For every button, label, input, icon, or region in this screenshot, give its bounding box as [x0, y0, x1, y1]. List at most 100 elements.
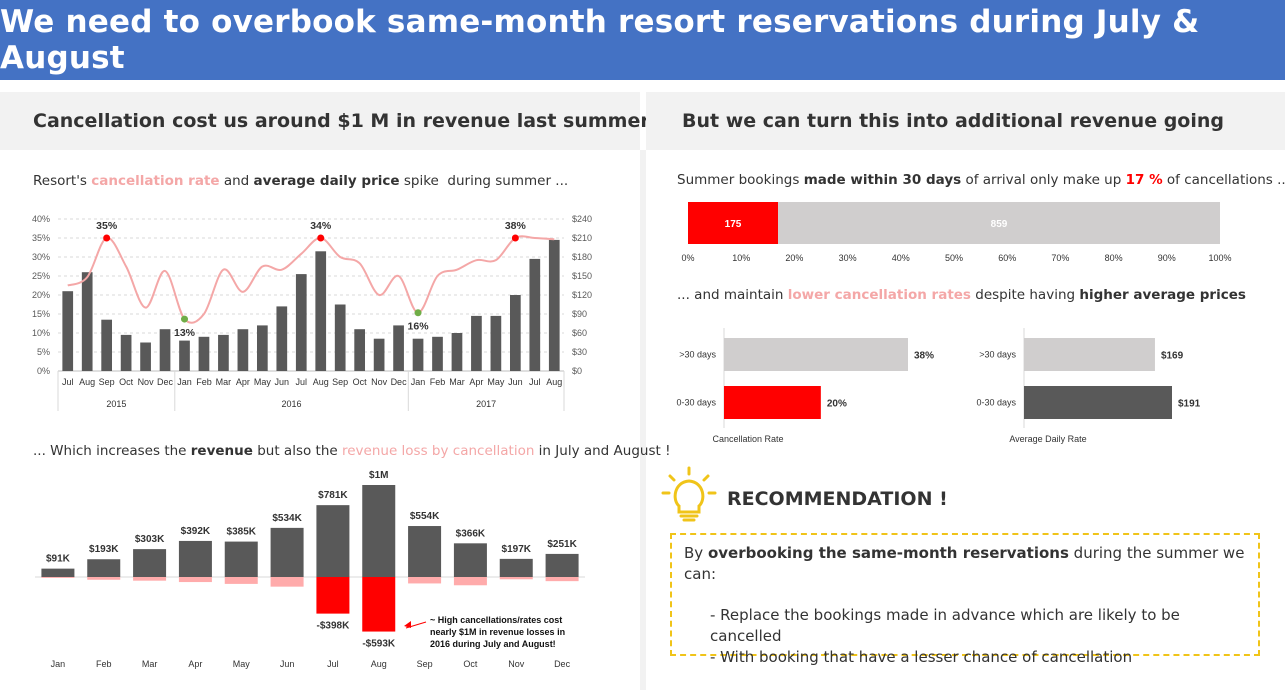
- loss-bar: [408, 577, 442, 584]
- x-tick-label: 30%: [839, 253, 857, 263]
- cancellation-rate-bar: [62, 291, 74, 371]
- loss-bar: [270, 577, 304, 587]
- x-tick-label: 100%: [1208, 253, 1231, 263]
- left-header-text: Cancellation cost us around $1 M in reve…: [33, 110, 650, 132]
- recommendation-intro: By overbooking the same-month reservatio…: [684, 544, 1245, 583]
- y-tick-label-left: 15%: [32, 309, 50, 319]
- highlight-label: 16%: [408, 321, 430, 333]
- x-tick-label: 10%: [732, 253, 750, 263]
- x-tick-label: 70%: [1051, 253, 1069, 263]
- revenue-bar: [178, 540, 212, 577]
- comparison-bar: [1024, 386, 1172, 419]
- revenue-label: $385K: [227, 527, 257, 538]
- share-segment-label: 175: [725, 219, 742, 230]
- y-tick-label-right: $180: [572, 252, 592, 262]
- highlight-label: 13%: [174, 327, 196, 339]
- recommendation-bullet: - With booking that have a lesser chance…: [710, 648, 1133, 666]
- x-tick-label: 60%: [998, 253, 1016, 263]
- x-tick-label: Dec: [391, 377, 408, 387]
- y-tick-label-right: $240: [572, 214, 592, 224]
- revenue-bar: [362, 485, 396, 577]
- revenue-bar: [41, 568, 75, 577]
- loss-label: -$593K: [362, 639, 396, 650]
- x-tick-label: Jul: [62, 377, 74, 387]
- cancellation-rate-bar: [373, 338, 385, 371]
- value-label: $191: [1178, 399, 1201, 410]
- x-tick-label: Dec: [554, 659, 571, 669]
- x-tick-label: Sep: [332, 377, 348, 387]
- x-tick-label: 40%: [892, 253, 910, 263]
- annotation-text: ~ High cancellations/rates cost: [430, 615, 562, 625]
- cancellation-rate-bar: [315, 251, 327, 371]
- revenue-bar: [453, 543, 487, 577]
- x-tick-label: May: [233, 659, 251, 669]
- recommendation-bullet: - Replace the bookings made in advance w…: [710, 606, 1180, 645]
- x-tick-label: Aug: [371, 659, 387, 669]
- right-header-highlight: additional revenue: [954, 110, 1158, 132]
- comparison-bar: [1024, 338, 1155, 371]
- x-tick-label: Jan: [51, 659, 66, 669]
- annotation-text: nearly $1M in revenue losses in: [430, 627, 565, 637]
- y-tick-label-right: $210: [572, 233, 592, 243]
- revenue-label: $303K: [135, 534, 165, 545]
- cancellation-rate-bar: [276, 306, 288, 371]
- loss-bar: [224, 577, 258, 584]
- year-label: 2016: [282, 399, 302, 409]
- revenue-label: $534K: [272, 513, 302, 524]
- comparison-bar: [724, 386, 821, 419]
- share-segment: [778, 202, 1220, 244]
- x-tick-label: Sep: [99, 377, 115, 387]
- value-label: 38%: [914, 351, 934, 362]
- value-label: 20%: [827, 399, 847, 410]
- x-axis-title: Cancellation Rate: [712, 434, 783, 444]
- x-tick-label: 90%: [1158, 253, 1176, 263]
- x-tick-label: Jul: [296, 377, 308, 387]
- x-tick-label: Oct: [353, 377, 368, 387]
- comparison-bar: [724, 338, 908, 371]
- y-tick-label-right: $0: [572, 366, 582, 376]
- cancellation-rate-bar: [432, 336, 443, 371]
- highlight-point: [511, 234, 519, 242]
- cancellation-rate-bar: [471, 315, 482, 371]
- y-tick-label-right: $150: [572, 271, 592, 281]
- x-tick-label: Dec: [157, 377, 174, 387]
- section-divider: [640, 150, 646, 690]
- year-label: 2017: [476, 399, 496, 409]
- x-tick-label: Jul: [529, 377, 541, 387]
- revenue-label: $392K: [181, 526, 211, 537]
- cancellation-rate-bar: [101, 319, 113, 371]
- left-section-header: Cancellation cost us around $1 M in reve…: [0, 92, 650, 150]
- cancellation-rate-bar: [140, 342, 151, 371]
- x-tick-label: Aug: [546, 377, 562, 387]
- cancellation-rate-chart: >30 days 38% 0-30 days 20% Cancellation Rate: [676, 328, 934, 444]
- x-tick-label: 50%: [945, 253, 963, 263]
- x-tick-label: Nov: [138, 377, 155, 387]
- revenue-loss-chart: $91K Jan $193K Feb $303K Mar $392K Apr $385K May $…: [35, 470, 585, 669]
- x-tick-label: Sep: [417, 659, 433, 669]
- revenue-label: $91K: [46, 554, 71, 565]
- revenue-label: $193K: [89, 544, 119, 555]
- y-tick-label-left: 10%: [32, 328, 50, 338]
- booking-share-chart: 175 859 0% 10% 20% 30% 40% 50% 60% 70% 80% 90% 100%: [681, 202, 1232, 263]
- y-tick-label-right: $90: [572, 309, 587, 319]
- page-title: We need to overbook same-month resort re…: [0, 4, 1200, 76]
- cancellation-rate-bar: [334, 304, 346, 371]
- highlight-point: [414, 309, 422, 317]
- cancellation-rate-bar: [256, 325, 268, 371]
- y-tick-label-left: 0%: [37, 366, 50, 376]
- revenue-bar: [499, 558, 533, 577]
- cancellation-rate-bar: [451, 333, 463, 371]
- highlight-label: 38%: [505, 220, 527, 232]
- x-tick-label: Mar: [142, 659, 158, 669]
- lightbulb-icon: [661, 466, 717, 522]
- revenue-label: $781K: [318, 490, 348, 501]
- x-tick-label: Apr: [469, 377, 483, 387]
- x-tick-label: 0%: [681, 253, 694, 263]
- y-tick-label-left: 35%: [32, 233, 50, 243]
- recommendation-title: RECOMMENDATION !: [727, 488, 948, 510]
- share-segment-label: 859: [991, 219, 1008, 230]
- loss-bar: [545, 577, 579, 582]
- loss-bar: [178, 577, 212, 583]
- cancellation-rate-bar: [81, 272, 93, 371]
- revenue-label: $366K: [456, 528, 486, 539]
